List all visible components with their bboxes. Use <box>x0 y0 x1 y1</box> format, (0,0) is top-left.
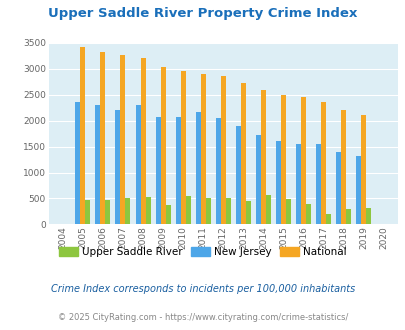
Bar <box>215 118 220 224</box>
Bar <box>360 115 365 224</box>
Bar <box>115 110 120 224</box>
Bar <box>315 144 320 224</box>
Bar <box>145 197 150 224</box>
Legend: Upper Saddle River, New Jersey, National: Upper Saddle River, New Jersey, National <box>55 243 350 261</box>
Bar <box>365 208 371 224</box>
Bar <box>240 83 245 224</box>
Bar <box>75 102 80 224</box>
Bar <box>80 47 85 224</box>
Bar <box>340 110 345 224</box>
Bar <box>95 105 100 224</box>
Bar <box>175 117 180 224</box>
Bar <box>125 198 130 224</box>
Bar <box>355 156 360 224</box>
Bar <box>275 141 280 224</box>
Bar <box>160 67 165 224</box>
Bar <box>165 205 170 224</box>
Bar <box>235 126 240 224</box>
Bar <box>195 112 200 224</box>
Bar <box>285 199 290 224</box>
Bar <box>255 135 260 224</box>
Bar <box>85 200 90 224</box>
Bar <box>185 196 190 224</box>
Bar <box>105 200 110 224</box>
Bar <box>245 201 250 224</box>
Bar <box>265 195 270 224</box>
Bar <box>225 198 230 224</box>
Text: Upper Saddle River Property Crime Index: Upper Saddle River Property Crime Index <box>48 7 357 19</box>
Bar <box>320 102 325 224</box>
Bar <box>301 97 305 224</box>
Text: © 2025 CityRating.com - https://www.cityrating.com/crime-statistics/: © 2025 CityRating.com - https://www.city… <box>58 314 347 322</box>
Bar <box>120 55 125 224</box>
Bar <box>295 144 301 224</box>
Bar <box>140 58 145 224</box>
Bar <box>260 90 265 224</box>
Bar <box>155 117 160 224</box>
Bar <box>305 204 310 224</box>
Bar <box>200 74 205 224</box>
Text: Crime Index corresponds to incidents per 100,000 inhabitants: Crime Index corresponds to incidents per… <box>51 284 354 294</box>
Bar <box>335 151 340 224</box>
Bar <box>345 209 350 224</box>
Bar <box>180 71 185 224</box>
Bar <box>220 76 225 224</box>
Bar <box>280 95 285 224</box>
Bar <box>135 105 140 224</box>
Bar <box>205 198 210 224</box>
Bar <box>325 214 330 224</box>
Bar <box>100 52 105 224</box>
